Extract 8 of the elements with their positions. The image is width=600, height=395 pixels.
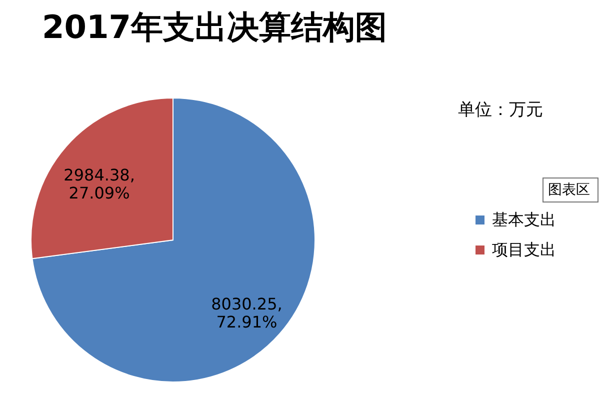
legend-label: 项目支出 bbox=[492, 240, 556, 259]
pie-slice bbox=[32, 98, 316, 382]
data-label: 2984.38, 27.09% bbox=[64, 165, 135, 202]
text: 单位：万元 bbox=[458, 100, 543, 120]
chart-title: 2017年支出决算结构图 bbox=[42, 8, 388, 46]
text: 图表区 bbox=[548, 182, 590, 198]
legend-label: 基本支出 bbox=[492, 210, 556, 229]
data-label: 8030.25, 72.91% bbox=[211, 294, 282, 332]
